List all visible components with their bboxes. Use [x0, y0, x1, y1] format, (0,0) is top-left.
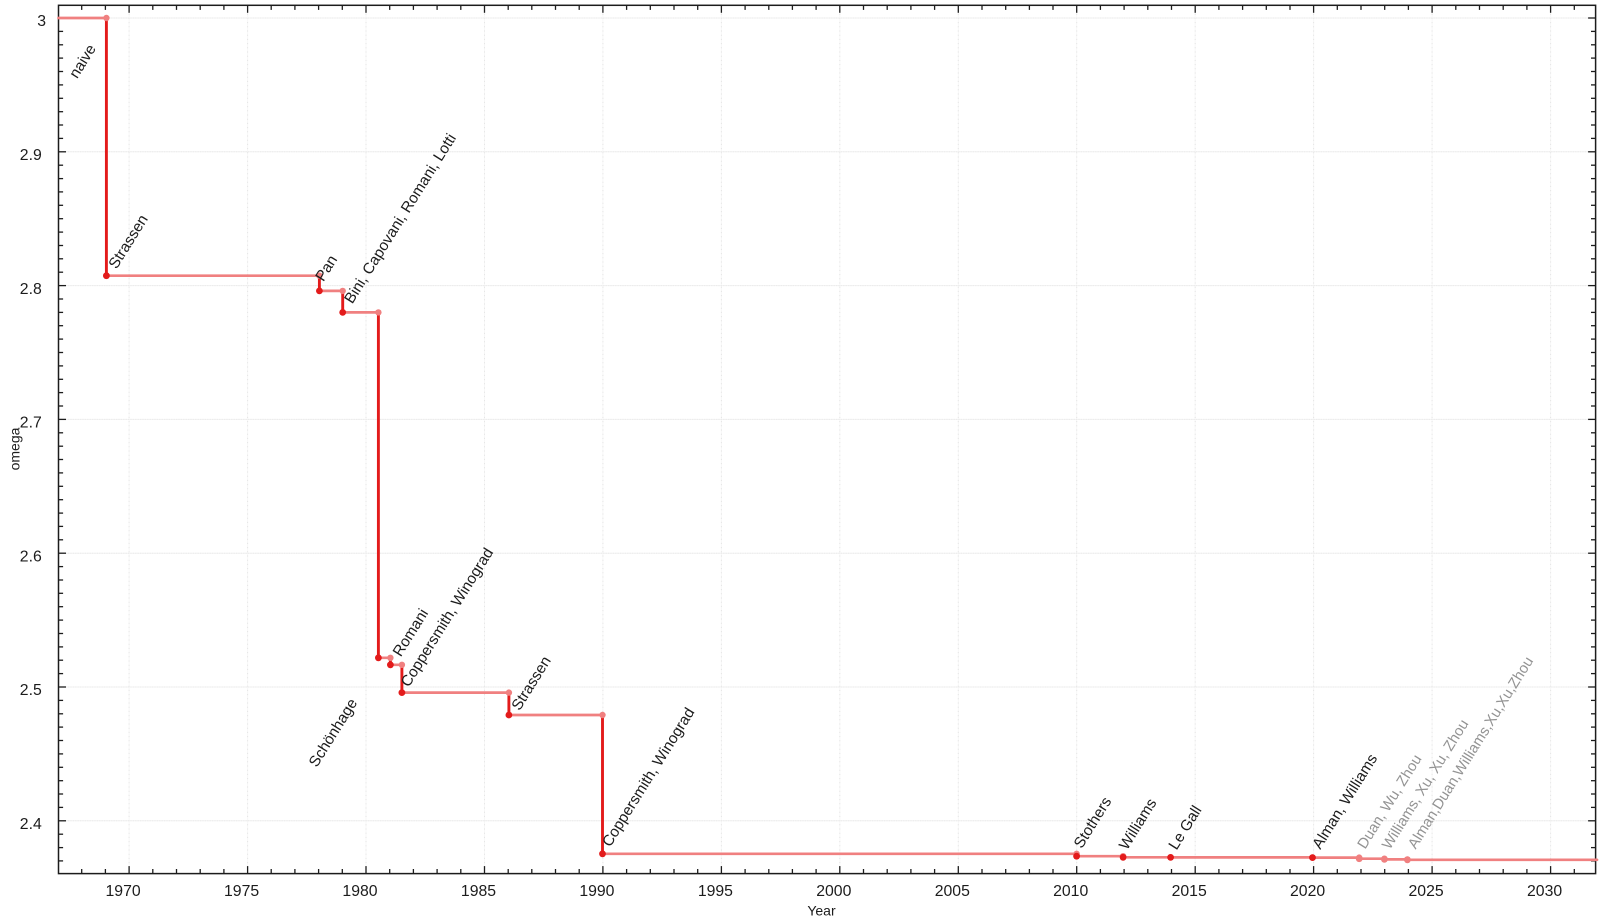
svg-text:2000: 2000	[816, 883, 851, 900]
svg-text:2.5: 2.5	[20, 682, 42, 699]
svg-text:1985: 1985	[461, 883, 496, 900]
svg-text:2.4: 2.4	[20, 816, 42, 833]
svg-text:1980: 1980	[342, 883, 377, 900]
svg-text:omega: omega	[6, 427, 22, 470]
svg-text:2015: 2015	[1172, 883, 1207, 900]
svg-text:2.6: 2.6	[20, 548, 42, 565]
svg-text:2010: 2010	[1053, 883, 1088, 900]
svg-text:3: 3	[37, 13, 46, 30]
svg-text:2005: 2005	[935, 883, 970, 900]
svg-text:2020: 2020	[1290, 883, 1325, 900]
svg-text:Year: Year	[807, 903, 836, 919]
svg-text:2.8: 2.8	[20, 281, 42, 298]
svg-text:2.7: 2.7	[20, 415, 42, 432]
svg-text:2025: 2025	[1409, 883, 1444, 900]
svg-text:1970: 1970	[106, 883, 141, 900]
svg-text:1995: 1995	[698, 883, 733, 900]
svg-text:2030: 2030	[1527, 883, 1562, 900]
svg-text:1975: 1975	[224, 883, 259, 900]
svg-text:2.9: 2.9	[20, 147, 42, 164]
svg-text:1990: 1990	[579, 883, 614, 900]
